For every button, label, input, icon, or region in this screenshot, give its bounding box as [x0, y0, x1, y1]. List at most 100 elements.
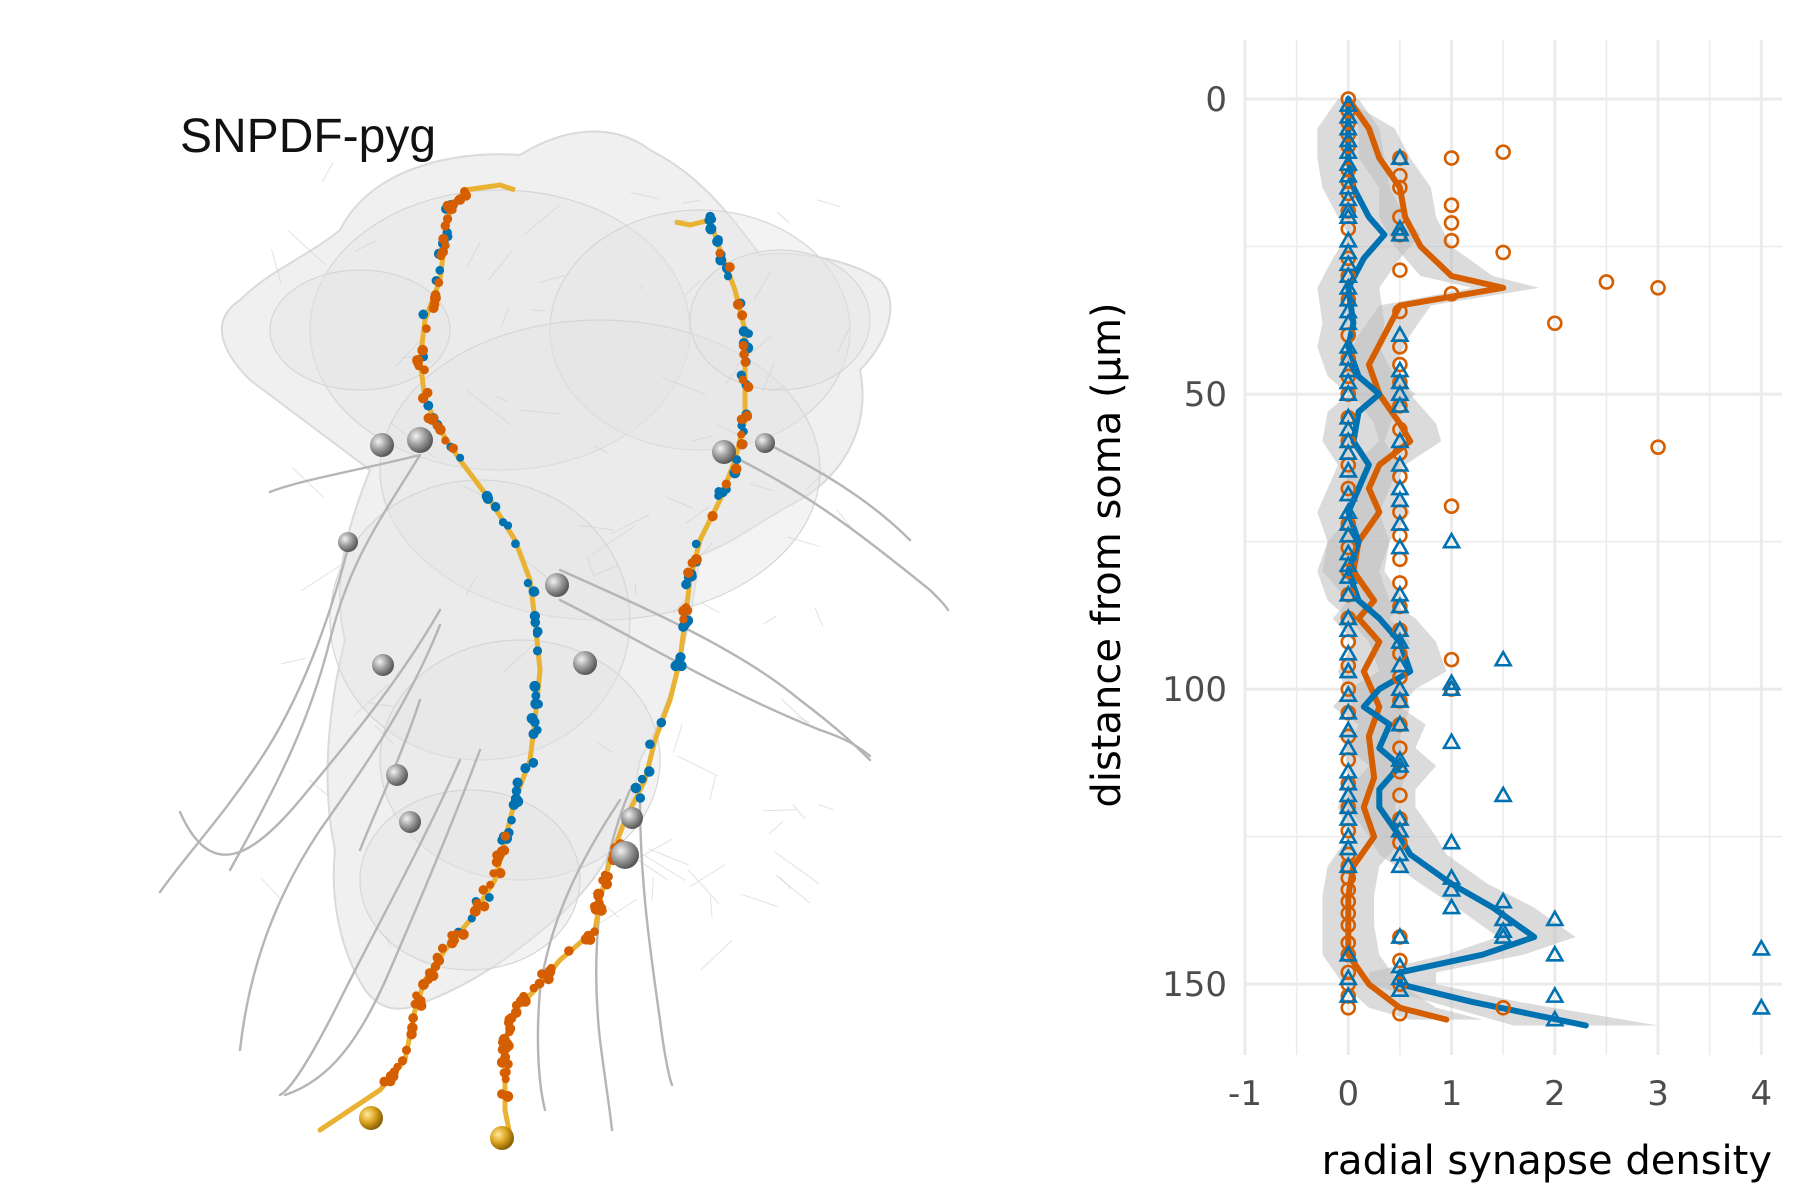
x-tick-label: 3 — [1647, 1074, 1669, 1114]
mesh-edge — [661, 376, 707, 396]
synapse-marker-orange — [469, 905, 481, 917]
mesh-edge — [768, 820, 784, 835]
point-b — [1338, 619, 1359, 638]
synapse-marker-blue — [532, 629, 542, 638]
point-a — [1598, 274, 1615, 290]
render-label: SNPDF-pyg — [180, 110, 436, 163]
mesh-edge — [816, 199, 841, 208]
synapse-marker-orange — [500, 831, 511, 841]
point-b — [1493, 785, 1513, 803]
mesh-edge — [494, 395, 508, 402]
point-b — [1390, 631, 1410, 649]
neighbor-soma — [372, 654, 394, 676]
synapse-marker-orange — [738, 340, 749, 351]
mesh-edge — [709, 775, 716, 801]
neighbor-soma — [611, 841, 639, 869]
synapse-marker-orange — [443, 202, 454, 213]
synapse-marker-orange — [725, 262, 735, 272]
synapse-marker-orange — [429, 299, 440, 310]
neighbor-neurite — [738, 458, 950, 612]
synapse-marker-blue — [645, 739, 655, 750]
synapse-marker-orange — [417, 344, 428, 356]
synapse-marker-blue — [691, 539, 701, 549]
synapse-marker-orange — [505, 1028, 514, 1037]
synapse-marker-orange — [515, 995, 527, 1007]
synapse-marker-orange — [679, 615, 688, 624]
point-b — [1390, 749, 1410, 767]
point-a — [1443, 215, 1460, 231]
synapse-marker-blue — [530, 717, 540, 727]
neighbor-soma — [621, 807, 643, 829]
synapse-marker-orange — [434, 278, 444, 288]
synapse-marker-blue — [723, 272, 733, 281]
synapse-marker-orange — [500, 1040, 509, 1049]
mesh-edge — [687, 869, 720, 905]
mesh-edge — [762, 363, 775, 392]
mesh-edge — [301, 561, 347, 591]
synapse-marker-blue — [456, 453, 465, 462]
point-b — [1338, 738, 1359, 756]
synapse-marker-blue — [523, 578, 533, 588]
point-b — [1390, 596, 1410, 614]
synapse-marker-blue — [675, 652, 686, 663]
point-b — [1441, 897, 1462, 915]
mesh-edge — [700, 939, 733, 971]
synapse-marker-blue — [532, 646, 543, 656]
synapse-marker-orange — [743, 381, 754, 393]
synapse-marker-orange — [715, 248, 725, 258]
synapse-marker-orange — [730, 463, 742, 475]
synapse-marker-orange — [418, 979, 429, 990]
synapse-marker-orange — [449, 935, 460, 946]
point-b — [1390, 218, 1410, 236]
mesh-edge — [776, 211, 790, 224]
synapse-marker-orange — [435, 424, 446, 435]
neighbor-neurites — [158, 438, 950, 1132]
synapse-marker-orange — [502, 1091, 514, 1102]
synapse-marker-blue — [423, 400, 434, 411]
point-b — [1390, 926, 1410, 944]
synapse-marker-orange — [491, 857, 502, 868]
point-a — [1443, 285, 1460, 302]
point-b — [1390, 537, 1410, 555]
synapse-marker-orange — [737, 430, 746, 439]
mesh-edge — [638, 859, 669, 881]
synapse-marker-blue — [512, 777, 523, 788]
mesh-edge — [691, 435, 712, 442]
synapse-marker-orange — [582, 932, 594, 944]
skeleton-branch — [464, 182, 516, 193]
mesh-edge — [753, 270, 772, 301]
synapse-marker-orange — [393, 1062, 402, 1071]
point-b — [1441, 732, 1462, 750]
mesh-edge — [709, 895, 713, 918]
synapse-marker-orange — [544, 966, 556, 978]
point-a — [1392, 1005, 1408, 1022]
synapse-marker-blue — [520, 763, 531, 774]
mesh-edge — [702, 602, 720, 614]
point-b — [1390, 714, 1410, 732]
synapse-marker-orange — [457, 929, 469, 940]
mesh-edge — [651, 877, 654, 902]
synapse-marker-blue — [656, 717, 667, 728]
synapse-marker-orange — [430, 961, 441, 972]
synapse-marker-orange — [687, 558, 698, 568]
point-b — [1493, 920, 1513, 939]
mesh-edge — [292, 467, 324, 498]
mesh-edge — [354, 240, 376, 252]
synapse-marker-blue — [531, 588, 540, 597]
point-b — [1390, 856, 1410, 874]
point-b — [1338, 702, 1359, 720]
synapse-marker-orange — [738, 375, 748, 385]
mesh-edge — [763, 615, 777, 625]
point-b — [1545, 909, 1565, 927]
mesh-edge — [787, 536, 821, 548]
mesh-edge — [260, 877, 281, 899]
point-b — [1338, 566, 1359, 584]
mesh-edge — [384, 935, 392, 949]
synapse-marker-orange — [432, 952, 442, 963]
synapse-marker-orange — [683, 567, 694, 578]
synapse-marker-blue — [528, 729, 539, 740]
x-axis-ticks: -1 0 1 2 3 4 — [1228, 1074, 1772, 1114]
point-a — [1443, 498, 1460, 514]
synapse-marker-blue — [744, 329, 754, 338]
point-b — [1390, 431, 1410, 449]
